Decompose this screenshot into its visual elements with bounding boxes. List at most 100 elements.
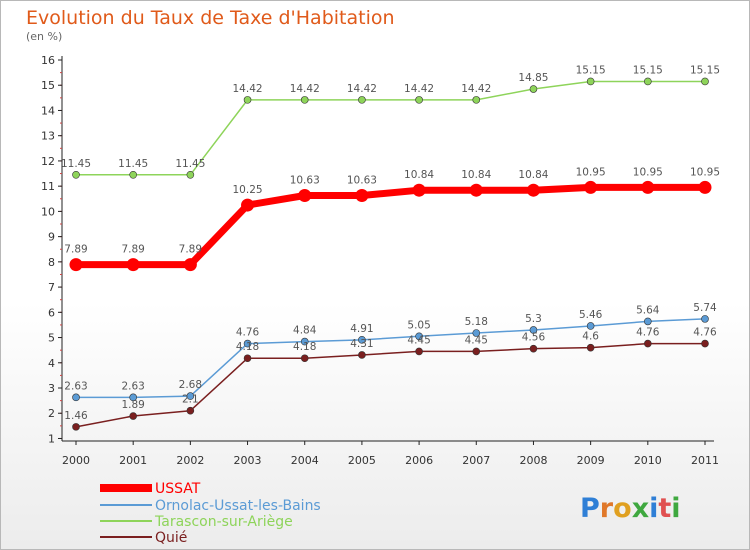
proxiti-logo: Proxiti: [580, 493, 681, 524]
legend-label: Quié: [155, 530, 187, 546]
data-label: 2.63: [64, 380, 87, 392]
data-label: 10.84: [404, 169, 434, 181]
y-tick-label: 5: [48, 332, 55, 345]
data-point: [72, 393, 80, 402]
logo-letter: P: [580, 493, 600, 524]
data-point: [72, 171, 80, 179]
data-point: [300, 96, 309, 104]
logo-letter: i: [671, 493, 680, 524]
data-point: [472, 96, 481, 104]
data-point: [243, 354, 252, 363]
data-label: 14.42: [233, 83, 263, 95]
data-point: [412, 183, 426, 197]
data-point: [358, 351, 366, 359]
data-label: 4.18: [293, 341, 316, 353]
data-label: 14.42: [461, 83, 491, 95]
x-tick-label: 2002: [176, 454, 204, 467]
legend-label: USSAT: [155, 481, 201, 497]
data-label: 2.1: [182, 394, 199, 406]
data-point: [584, 180, 598, 194]
x-tick-label: 2004: [291, 454, 319, 467]
data-label: 1.46: [64, 410, 88, 422]
data-point: [358, 96, 366, 104]
x-tick-label: 2001: [119, 454, 147, 467]
data-label: 7.89: [64, 244, 87, 256]
y-tick-label: 11: [41, 180, 55, 193]
data-point: [186, 392, 195, 400]
data-label: 4.6: [582, 331, 599, 343]
data-label: 14.42: [290, 83, 320, 95]
data-label: 4.45: [407, 334, 430, 346]
data-point: [415, 96, 423, 104]
data-point: [186, 171, 195, 179]
data-label: 10.63: [290, 174, 320, 186]
chart-title: Evolution du Taux de Taxe d'Habitation: [26, 7, 395, 29]
data-label: 5.18: [465, 316, 488, 328]
data-point: [529, 326, 538, 334]
x-tick-label: 2011: [691, 454, 719, 467]
data-label: 2.68: [179, 379, 202, 391]
data-point: [358, 336, 366, 344]
data-point: [586, 343, 595, 352]
series-lines: [75, 80, 706, 428]
data-point: [183, 258, 197, 272]
data-point: [586, 322, 595, 330]
data-point: [126, 258, 140, 272]
data-label: 14.85: [518, 72, 548, 84]
x-tick-label: 2006: [405, 454, 433, 467]
data-label: 15.15: [576, 64, 606, 76]
data-label: 11.45: [175, 158, 205, 170]
data-point: [701, 315, 709, 323]
data-label: 11.45: [61, 158, 91, 170]
data-label: 14.42: [404, 83, 434, 95]
data-point: [243, 96, 252, 104]
data-point: [69, 258, 83, 272]
data-point: [526, 183, 540, 197]
data-point: [415, 347, 423, 356]
data-label: 4.76: [236, 327, 260, 339]
data-point: [72, 423, 80, 431]
data-label: 5.74: [693, 302, 717, 314]
data-label: 4.45: [465, 334, 488, 346]
data-point: [698, 180, 712, 194]
data-point: [644, 77, 652, 86]
x-tick-label: 2005: [348, 454, 376, 467]
data-label: 10.84: [461, 169, 491, 181]
data-point: [586, 77, 595, 86]
y-tick-label: 16: [41, 54, 55, 67]
logo-letter: i: [649, 493, 658, 524]
data-label: 15.15: [633, 64, 663, 76]
logo-letter: t: [658, 493, 671, 524]
data-point: [129, 171, 137, 179]
data-point: [469, 183, 483, 197]
logo-letter: r: [600, 493, 614, 524]
y-tick-label: 6: [48, 306, 55, 319]
data-label: 10.25: [233, 184, 263, 196]
y-tick-label: 7: [48, 281, 55, 294]
data-point: [529, 344, 538, 353]
data-label: 4.84: [293, 325, 317, 337]
data-label: 4.56: [522, 332, 546, 344]
data-point: [129, 393, 137, 402]
x-tick-label: 2000: [62, 454, 90, 467]
data-label: 14.42: [347, 83, 377, 95]
data-label: 11.45: [118, 158, 148, 170]
x-tick-label: 2009: [577, 454, 605, 467]
y-tick-label: 8: [48, 256, 55, 269]
series-points: [69, 77, 712, 431]
y-tick-label: 4: [48, 357, 55, 370]
data-point: [300, 354, 309, 363]
y-tick-label: 13: [41, 130, 55, 143]
series-line: [76, 80, 705, 176]
data-label: 7.89: [121, 244, 144, 256]
data-label: 10.95: [633, 166, 663, 178]
data-point: [129, 412, 137, 420]
data-label: 5.05: [407, 319, 430, 331]
data-point: [472, 329, 481, 337]
data-label: 10.63: [347, 174, 377, 186]
y-tick-label: 10: [41, 205, 55, 218]
data-point: [644, 317, 652, 326]
